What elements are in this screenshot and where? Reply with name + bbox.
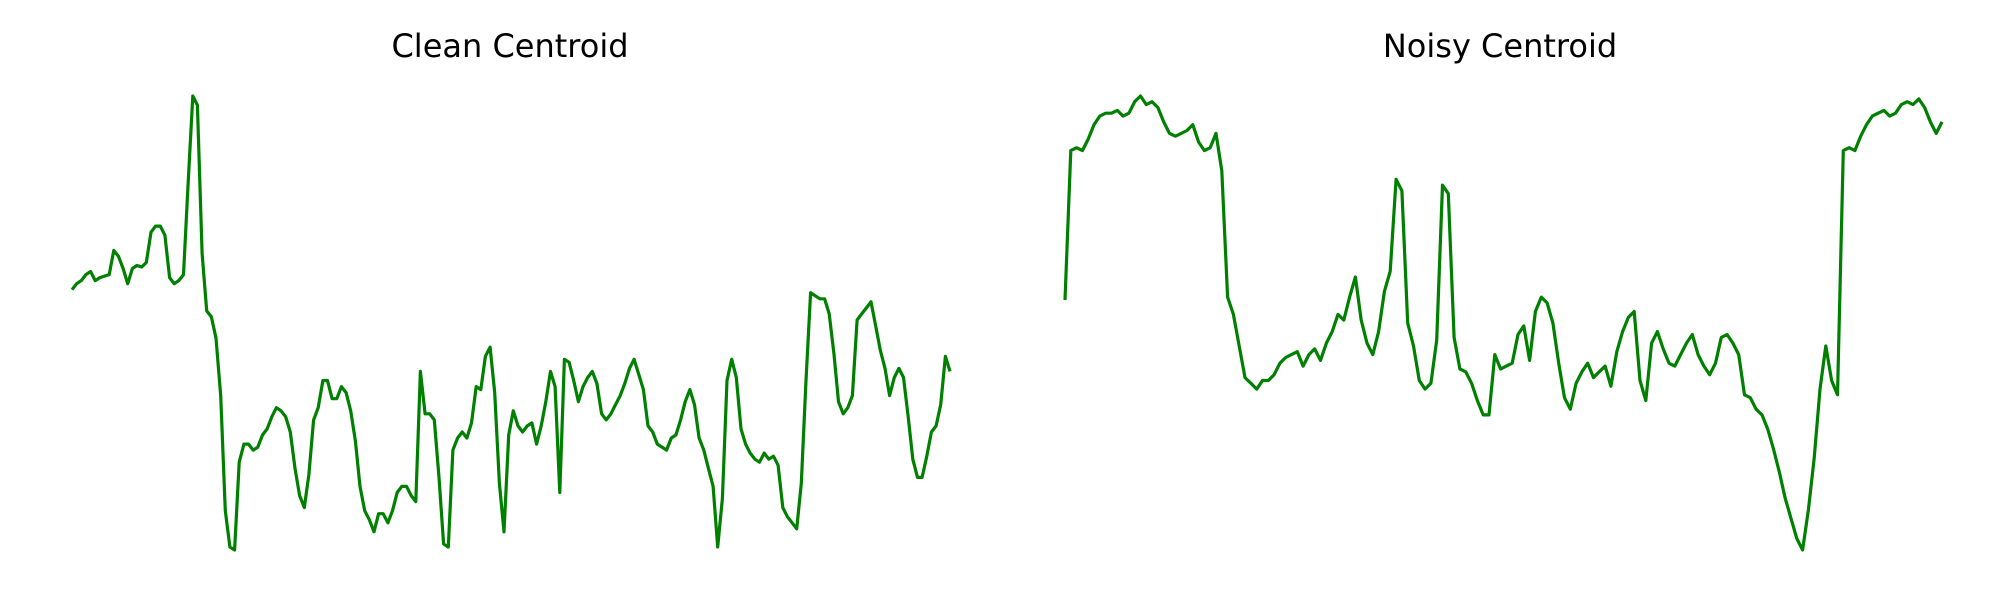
series-line-clean [70,94,952,552]
chart-title-clean: Clean Centroid [391,27,628,65]
panel-noisy-centroid: Noisy Centroid [1063,27,1944,552]
chart-title-noisy: Noisy Centroid [1383,27,1617,65]
series-line-noisy [1063,94,1944,552]
panel-clean-centroid: Clean Centroid [70,27,952,552]
